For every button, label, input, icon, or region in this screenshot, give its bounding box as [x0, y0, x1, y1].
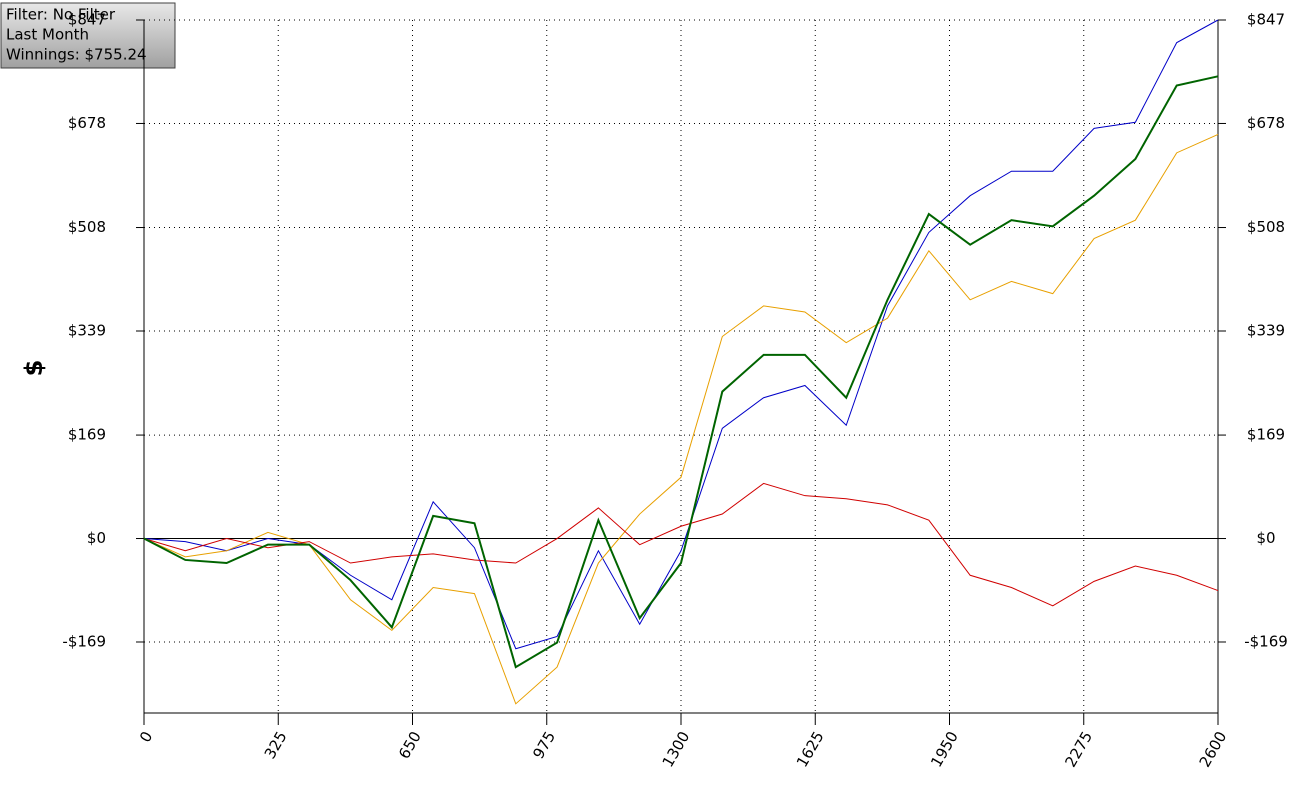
x-tick-label: 0 — [136, 728, 156, 745]
series-line — [143, 482, 1219, 607]
series-line — [143, 19, 1219, 650]
y2-tick-label: $847 — [1247, 11, 1285, 29]
y-tick-label: $508 — [68, 218, 106, 236]
x-tick-label: 325 — [261, 728, 291, 762]
info-filter: Filter: No Filter — [6, 6, 116, 24]
y-tick-label: $847 — [68, 11, 106, 29]
x-tick-label: 2600 — [1196, 728, 1231, 770]
y-tick-label: -$169 — [62, 632, 106, 650]
y-tick-label: $339 — [68, 321, 106, 339]
y2-tick-label: $678 — [1247, 114, 1285, 132]
y2-tick-label: $339 — [1247, 321, 1285, 339]
y-tick-label: $678 — [68, 114, 106, 132]
x-tick-label: 650 — [395, 728, 425, 762]
y-axis-label: $ — [20, 360, 48, 377]
info-period: Last Month — [6, 26, 89, 44]
series-line — [143, 75, 1219, 669]
y2-tick-label: -$169 — [1244, 632, 1288, 650]
y-tick-label: $169 — [68, 426, 106, 444]
info-box — [0, 2, 176, 69]
info-winnings: Winnings: $755.24 — [6, 46, 147, 64]
series-line — [143, 134, 1219, 705]
x-tick-label: 1625 — [793, 728, 828, 770]
x-tick-label: 2275 — [1061, 728, 1096, 770]
y2-tick-label: $0 — [1256, 529, 1275, 547]
x-tick-label: 975 — [529, 728, 559, 762]
y2-tick-label: $169 — [1247, 426, 1285, 444]
x-tick-label: 1950 — [927, 728, 962, 770]
y2-tick-label: $508 — [1247, 218, 1285, 236]
x-tick-label: 1300 — [659, 728, 694, 770]
y-tick-label: $0 — [87, 529, 106, 547]
